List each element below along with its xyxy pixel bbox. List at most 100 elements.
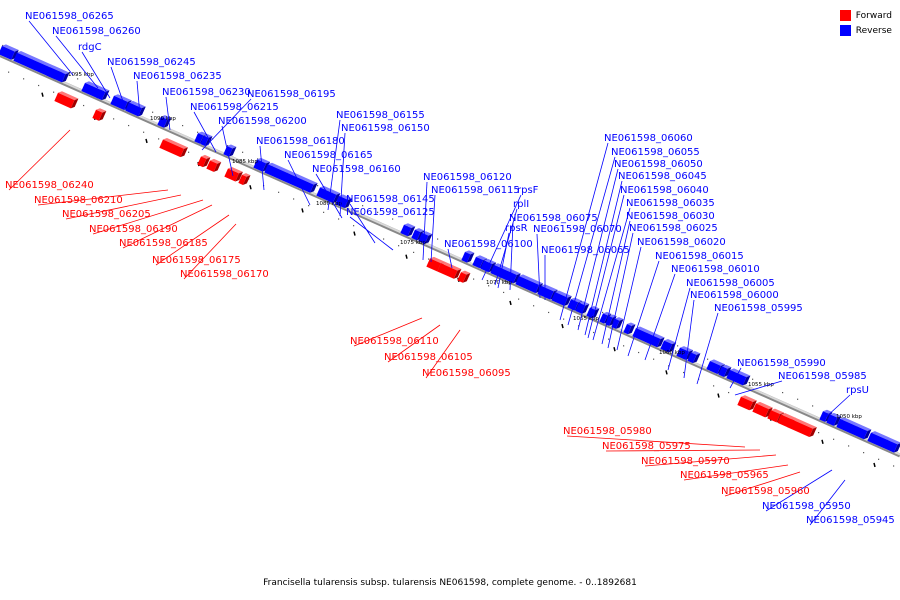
label-leader: [92, 199, 204, 235]
gene-block-face: [238, 174, 247, 185]
gene-block-face: [867, 432, 898, 453]
reverse-gene-label: NE061598_06055: [611, 147, 700, 158]
forward-gene-block: [197, 154, 211, 168]
gene-block-top: [17, 51, 63, 72]
gene-block-face: [335, 195, 349, 209]
gene-block-side: [513, 273, 521, 284]
gene-block-face: [0, 45, 15, 60]
label-leader: [729, 367, 742, 389]
gene-block-top: [791, 417, 817, 429]
scale-label: 1065 kbp: [573, 316, 599, 322]
gene-block-side: [101, 90, 110, 101]
tick-mark: [405, 254, 408, 259]
gene-block-side: [310, 183, 318, 193]
gene-block-top: [415, 228, 425, 233]
label-leaders: [8, 20, 851, 526]
legend-reverse: Reverse: [839, 23, 892, 38]
tick-dot: [152, 111, 154, 113]
gene-block-side: [581, 303, 590, 314]
label-leader: [349, 216, 394, 251]
gene-block-top: [830, 412, 842, 418]
reverse-gene-block: [718, 364, 732, 377]
label-leader: [422, 181, 428, 261]
tick-dot: [548, 311, 550, 314]
reverse-gene-label: NE061598_05995: [714, 303, 803, 314]
gene-block-top: [603, 311, 612, 316]
label-leader: [809, 479, 846, 526]
gene-block-face: [537, 285, 554, 300]
label-leader: [110, 66, 127, 111]
gene-block-face: [726, 369, 747, 386]
label-leader: [667, 287, 691, 371]
scale-label: 1090 kbp: [150, 116, 176, 122]
forward-gene-label: NE061598_06205: [62, 209, 151, 220]
tick-mark: [145, 138, 148, 144]
gene-block-face: [194, 133, 204, 144]
scale-label: 1080 kbp: [316, 201, 342, 207]
gene-block-face: [224, 168, 239, 182]
gene-block-top: [465, 250, 475, 255]
label-leader: [28, 20, 74, 76]
reverse-gene-label: rpsF: [517, 185, 539, 196]
gene-block-top: [268, 162, 318, 185]
reverse-gene-label: NE061598_06115: [431, 185, 520, 196]
tick-dot: [308, 205, 310, 207]
gene-block-face: [157, 116, 168, 128]
forward-gene-label: NE061598_06170: [180, 269, 269, 280]
gene-block-top: [680, 346, 694, 352]
gene-block-side: [692, 353, 701, 364]
gene-block-top: [257, 157, 271, 164]
reverse-gene-label: NE061598_06075: [509, 213, 598, 224]
label-leader: [165, 96, 171, 131]
gene-block-top: [664, 338, 677, 345]
reverse-gene-label: NE061598_06235: [133, 71, 222, 82]
forward-gene-label: NE061598_05980: [563, 426, 652, 437]
tick-dot: [143, 131, 145, 133]
label-leader: [592, 207, 631, 341]
reverse-gene-label: NE061598_06155: [336, 110, 425, 121]
gene-block-face: [586, 307, 596, 319]
reverse-gene-label: NE061598_06260: [52, 26, 141, 37]
gene-block-side: [809, 427, 817, 437]
gene-block-side: [723, 367, 732, 377]
tick-dot: [488, 285, 490, 287]
label-leader: [605, 449, 761, 452]
tick-dot: [23, 78, 25, 80]
gene-block-top: [50, 65, 70, 75]
backbone-line: [0, 53, 900, 456]
label-leader: [183, 223, 237, 280]
gene-block-side: [344, 198, 353, 209]
reverse-gene-label: NE061598_06070: [533, 224, 622, 235]
gene-block-face: [206, 160, 218, 172]
reverse-gene-block: [826, 412, 842, 426]
reverse-gene-label: NE061598_05985: [778, 371, 867, 382]
reverse-gene-block: [611, 317, 624, 329]
label-leader: [577, 168, 619, 331]
label-leader: [601, 220, 631, 345]
gene-block-face: [567, 299, 579, 311]
gene-block-face: [81, 82, 102, 99]
tick-dot: [323, 211, 325, 213]
tick-dot: [182, 124, 184, 127]
tick-dot: [893, 465, 895, 467]
gene-block-face: [752, 403, 769, 418]
reverse-gene-block: [472, 255, 488, 269]
tick-dot: [578, 325, 580, 327]
tick-dot: [563, 318, 565, 320]
gene-block-face: [787, 418, 813, 437]
reverse-gene-block: [632, 326, 665, 348]
gene-block-top: [85, 81, 106, 91]
reverse-gene-block: [0, 44, 19, 60]
tick-dot: [227, 145, 229, 147]
tick-dot: [707, 358, 709, 360]
forward-gene-block: [737, 395, 757, 411]
tick-mark: [873, 462, 876, 468]
reverse-gene-label: NE061598_06065: [541, 245, 630, 256]
reverse-gene-label: NE061598_06040: [620, 185, 709, 196]
label-leader: [81, 51, 111, 99]
gene-block-top: [320, 185, 341, 195]
gene-block-face: [426, 258, 441, 272]
scale-label: 1050 kbp: [836, 414, 862, 420]
gene-block-face: [200, 135, 209, 147]
gene-block-top: [571, 297, 583, 303]
